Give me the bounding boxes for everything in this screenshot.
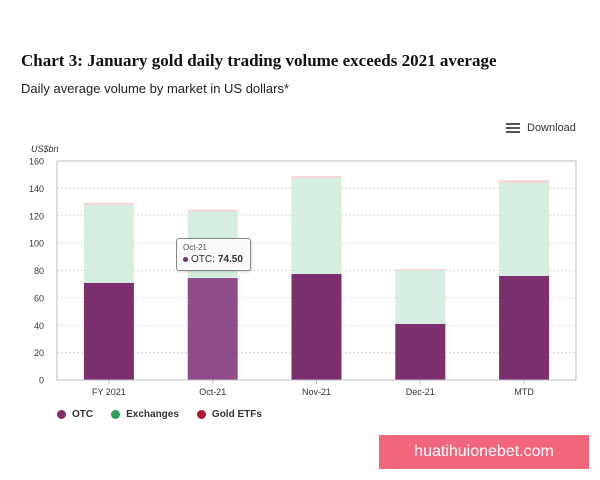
chart-title: Chart 3: January gold daily trading volu… [21,51,497,70]
bar-gold-etfs[interactable] [499,180,550,183]
y-tick-label: 20 [34,348,44,358]
legend-dot [57,410,66,419]
bar-exchanges[interactable] [291,178,342,274]
y-tick-label: 140 [29,184,44,194]
legend-item-gold-etfs[interactable]: Gold ETFs [196,409,262,420]
x-tick-label: Nov-21 [302,387,331,397]
download-button[interactable]: Download [506,122,576,134]
x-tick-label: MTD [514,387,534,397]
legend-dot [111,410,121,419]
tooltip: Oct-21 OTC: 74.50 [176,238,251,271]
bar-exchanges[interactable] [499,182,550,276]
x-tick-label: Dec-21 [406,387,435,397]
bar-gold-etfs[interactable] [187,209,238,212]
download-label: Download [527,122,576,134]
y-tick-label: 80 [34,266,44,276]
tooltip-category: Oct-21 [183,243,208,252]
bar-otc[interactable] [395,323,446,380]
legend-item-otc[interactable]: OTC [57,409,93,420]
y-axis-unit-label: US$bn [31,144,59,154]
bar-otc[interactable] [499,275,550,380]
chart-legend: OTC Exchanges Gold ETFs [57,409,262,420]
tooltip-value: 74.50 [217,254,243,265]
x-tick-label: FY 2021 [92,387,126,397]
legend-dot [196,410,206,419]
bar-gold-etfs[interactable] [83,202,134,205]
y-tick-label: 160 [29,157,44,167]
legend-label: Exchanges [126,409,179,420]
bar-otc[interactable] [291,273,342,380]
tooltip-series-label: OTC: [191,254,215,265]
bar-exchanges[interactable] [83,204,134,283]
bar-gold-etfs[interactable] [395,269,446,271]
y-tick-label: 120 [29,211,44,221]
legend-label: OTC [72,409,94,420]
watermark-banner: huatihuionebet.com [379,435,589,469]
bar-gold-etfs[interactable] [291,176,342,179]
bar-exchanges[interactable] [395,270,446,324]
y-tick-label: 0 [39,376,44,386]
tooltip-series-dot [183,257,188,262]
x-tick-label: Oct-21 [199,387,226,397]
y-tick-label: 60 [34,293,44,303]
bar-otc[interactable] [83,282,134,380]
legend-label: Gold ETFs [211,409,262,420]
bar-otc[interactable] [187,278,238,380]
y-tick-label: 40 [34,321,44,331]
chart-subtitle: Daily average volume by market in US dol… [21,81,290,96]
legend-item-exchanges[interactable]: Exchanges [111,409,179,420]
hamburger-menu-icon [506,123,520,133]
y-tick-label: 100 [29,239,44,249]
